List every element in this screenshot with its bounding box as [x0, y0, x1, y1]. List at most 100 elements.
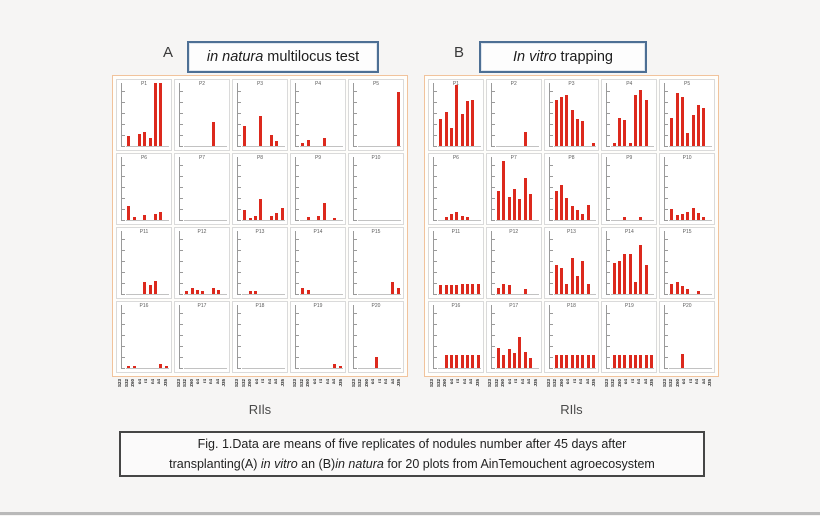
subplot-label: P2	[198, 81, 206, 87]
bar-slot	[459, 156, 464, 220]
x-tick-label: J35	[649, 379, 655, 387]
bar	[270, 215, 274, 220]
bar	[465, 101, 469, 146]
x-tick-label: S23	[487, 379, 493, 388]
bar-slot	[685, 82, 690, 146]
x-tick-label: Z60	[188, 379, 194, 387]
bar-slot	[195, 230, 200, 294]
bar	[444, 112, 448, 146]
bar	[518, 198, 522, 220]
y-axis	[433, 231, 438, 295]
y-axis	[433, 157, 438, 221]
y-axis	[433, 305, 438, 369]
bar	[581, 121, 585, 146]
bar-slot	[131, 156, 136, 220]
bar	[317, 215, 321, 220]
y-axis	[237, 83, 242, 147]
bar-slot	[211, 230, 216, 294]
bar-slot	[137, 82, 142, 146]
bar-slot	[643, 82, 648, 146]
bar-slot	[269, 156, 274, 220]
bar	[154, 280, 158, 294]
subplot-label: P16	[139, 303, 149, 309]
x-tick-label: a4	[214, 379, 220, 385]
subplot-b-p19: P19	[601, 301, 658, 373]
bar	[628, 142, 632, 146]
bar-slot	[443, 82, 448, 146]
bar-slot	[459, 304, 464, 368]
subplot-b-p3: P3	[543, 79, 600, 151]
bar	[444, 285, 448, 294]
bar-slot	[564, 82, 569, 146]
x-tick-label: S23	[292, 379, 298, 388]
bar-slot	[211, 82, 216, 146]
bar	[185, 290, 189, 294]
bar	[201, 291, 205, 294]
subplot-a-p20: P20	[348, 301, 404, 373]
caption-line-2-post: for 20 plots from AinTemouchent agroecos…	[383, 457, 655, 471]
plot-area	[553, 82, 597, 147]
panel-b-title-rest: trapping	[560, 49, 613, 65]
bar-slot	[164, 156, 169, 220]
bar-slot	[580, 230, 585, 294]
bar-slot	[554, 230, 559, 294]
caption-line-2-italic-1: in vitro	[260, 457, 298, 471]
bar	[248, 218, 252, 220]
bar-slot	[680, 82, 685, 146]
subplot-label: P12	[197, 229, 207, 235]
bar	[633, 354, 637, 368]
bar	[507, 285, 511, 294]
subplot-a-p12: P12	[174, 227, 230, 299]
x-tick-label: r4	[687, 379, 693, 384]
bar	[623, 354, 627, 368]
x-tick-label: r4	[143, 379, 149, 384]
plot-area	[242, 230, 285, 295]
subplot-b-p7: P7	[485, 153, 542, 225]
y-axis	[606, 305, 612, 369]
bar-slot	[512, 156, 517, 220]
bar-slot	[274, 82, 279, 146]
panel-b-grid: P1 P2 P3 P4 P5 P6 P7 P8 P9 P10 P11 P12 P13 P14 P15 P16 P…	[424, 75, 719, 377]
subplot-label: P4	[314, 81, 322, 87]
bar	[333, 363, 337, 368]
subplot-a-p13: P13	[232, 227, 288, 299]
bar-slot	[153, 82, 158, 146]
bar	[560, 267, 564, 294]
bar-slot	[528, 304, 533, 368]
plot-area	[126, 304, 169, 369]
bar-slot	[554, 304, 559, 368]
subplot-b-p10: P10	[659, 153, 715, 225]
bar	[523, 178, 527, 220]
bar-slot	[570, 156, 575, 220]
bar-slot	[591, 156, 596, 220]
plot-area	[358, 82, 401, 147]
bar	[471, 284, 475, 294]
caption-line-1: Fig. 1.Data are means of five replicates…	[121, 434, 703, 454]
x-tick-label: a4	[156, 379, 162, 385]
bar	[396, 91, 400, 146]
bar-slot	[559, 82, 564, 146]
y-axis	[490, 83, 496, 147]
bar-slot	[691, 82, 696, 146]
bar-slot	[322, 156, 327, 220]
bar-slot	[512, 304, 517, 368]
bar	[649, 354, 653, 368]
bar-slot	[570, 304, 575, 368]
bar	[554, 190, 558, 220]
y-axis	[353, 231, 358, 295]
bar	[164, 366, 168, 368]
bar-slot	[438, 230, 443, 294]
bar-slot	[454, 304, 459, 368]
plot-area	[242, 82, 285, 147]
bar-slot	[533, 230, 538, 294]
bar-slot	[280, 304, 285, 368]
bar	[628, 354, 632, 368]
bar	[212, 122, 216, 146]
bar-slot	[701, 82, 706, 146]
bar	[513, 353, 516, 368]
x-tick-label: S32	[182, 379, 188, 388]
bar-slot	[253, 230, 258, 294]
plot-area	[242, 304, 285, 369]
bar	[306, 140, 310, 146]
bar-slot	[523, 304, 528, 368]
